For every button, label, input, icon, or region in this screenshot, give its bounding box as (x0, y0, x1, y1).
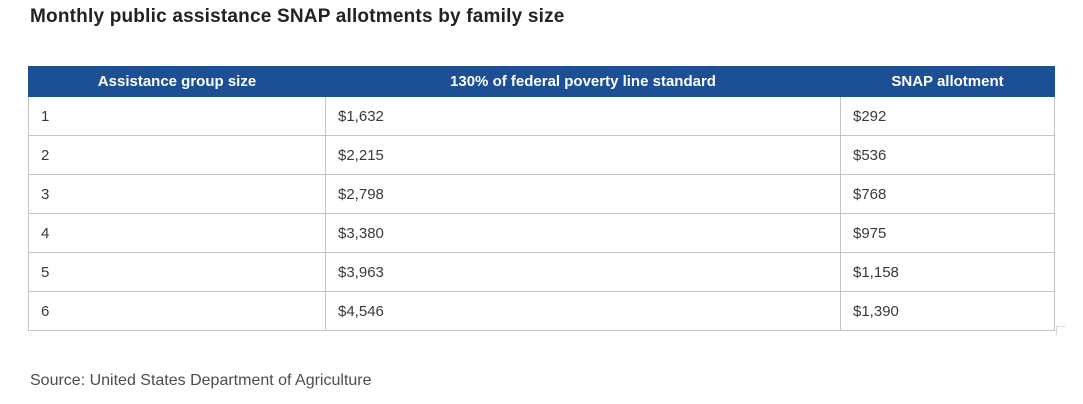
cell-group-size: 6 (28, 291, 326, 331)
cell-snap-allotment: $1,158 (840, 252, 1055, 292)
column-header-poverty-line: 130% of federal poverty line standard (325, 66, 841, 97)
cell-poverty-line: $1,632 (325, 96, 841, 136)
column-header-snap-allotment: SNAP allotment (840, 66, 1055, 97)
snap-allotments-table: Assistance group size 130% of federal po… (28, 66, 1055, 331)
table-row: 1 $1,632 $292 (28, 96, 1055, 136)
table-row: 5 $3,963 $1,158 (28, 252, 1055, 292)
cell-poverty-line: $2,215 (325, 135, 841, 175)
cell-snap-allotment: $1,390 (840, 291, 1055, 331)
cell-group-size: 4 (28, 213, 326, 253)
cell-poverty-line: $4,546 (325, 291, 841, 331)
cell-snap-allotment: $292 (840, 96, 1055, 136)
source-note: Source: United States Department of Agri… (30, 372, 372, 389)
cell-group-size: 5 (28, 252, 326, 292)
table-row: 4 $3,380 $975 (28, 213, 1055, 253)
table-row: 3 $2,798 $768 (28, 174, 1055, 214)
cell-group-size: 3 (28, 174, 326, 214)
cell-poverty-line: $2,798 (325, 174, 841, 214)
cell-poverty-line: $3,380 (325, 213, 841, 253)
table-resize-handle-icon (1056, 326, 1065, 335)
snap-allotments-table-container: Assistance group size 130% of federal po… (28, 66, 1055, 331)
header-row: Assistance group size 130% of federal po… (28, 66, 1055, 97)
cell-snap-allotment: $975 (840, 213, 1055, 253)
cell-poverty-line: $3,963 (325, 252, 841, 292)
table-row: 6 $4,546 $1,390 (28, 291, 1055, 331)
cell-snap-allotment: $768 (840, 174, 1055, 214)
cell-group-size: 2 (28, 135, 326, 175)
cell-group-size: 1 (28, 96, 326, 136)
page-title: Monthly public assistance SNAP allotment… (30, 6, 565, 27)
column-header-group-size: Assistance group size (28, 66, 326, 97)
cell-snap-allotment: $536 (840, 135, 1055, 175)
table-row: 2 $2,215 $536 (28, 135, 1055, 175)
